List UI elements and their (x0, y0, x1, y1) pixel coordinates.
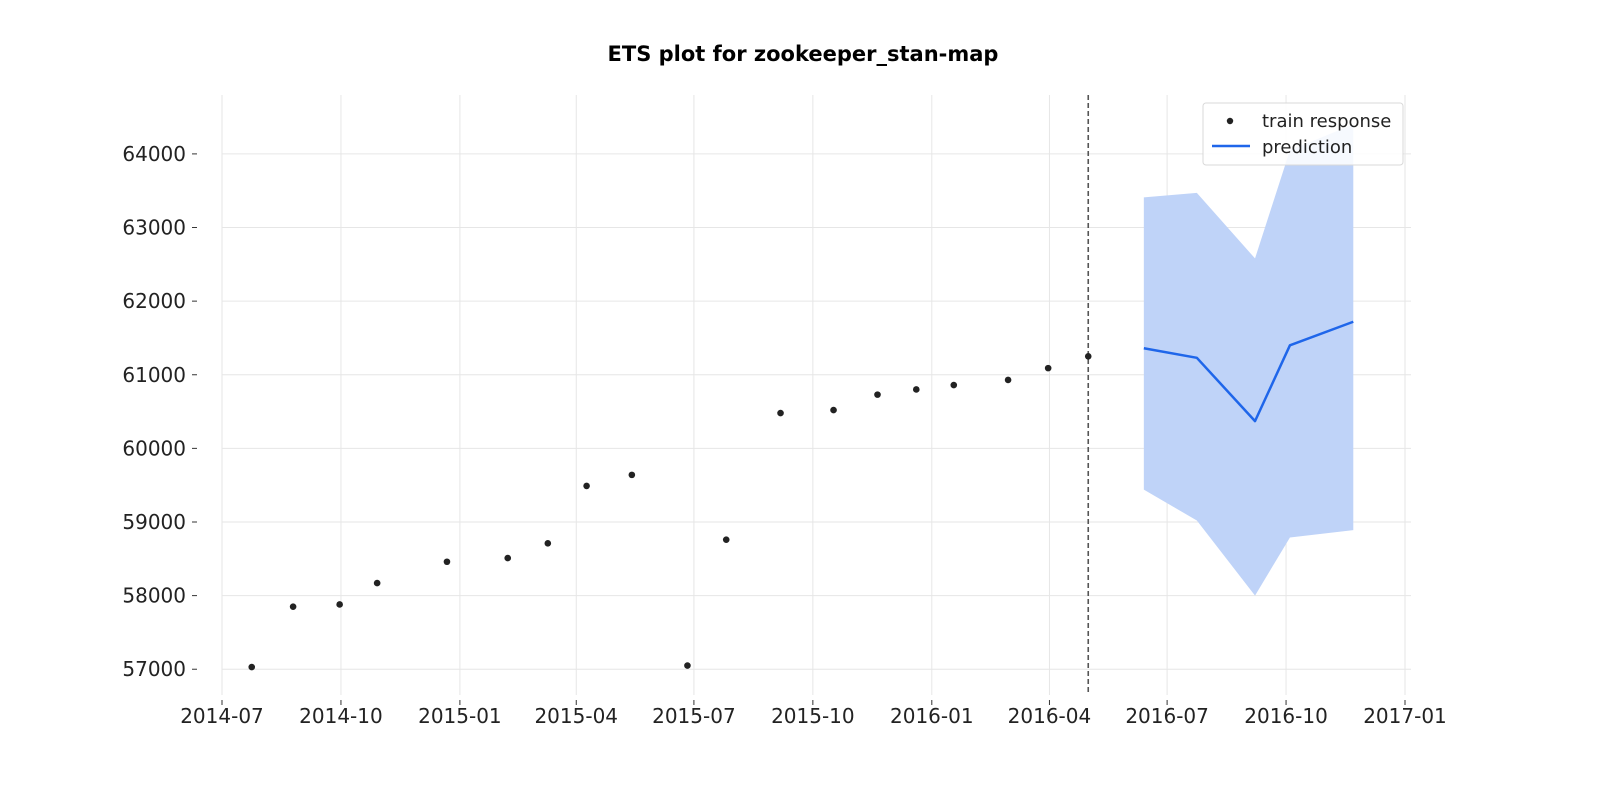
x-tick-label: 2014-10 (299, 704, 383, 728)
x-tick-label: 2015-10 (771, 704, 855, 728)
train-points-layer (248, 353, 1092, 671)
train-response-point (583, 482, 590, 490)
y-tick-label: 62000 (122, 289, 186, 313)
x-tick-label: 2017-01 (1363, 704, 1447, 728)
legend: train response prediction (1202, 102, 1404, 166)
train-response-point (289, 603, 297, 610)
y-tick-label: 64000 (122, 142, 186, 166)
legend-prediction-label: prediction (1262, 137, 1352, 158)
y-tick-label: 63000 (122, 216, 186, 240)
train-response-point (443, 558, 451, 566)
y-tick-label: 61000 (122, 363, 186, 387)
x-axis: 2014-07 2014-10 2015-01 2015-04 2015-07 2015-… (180, 700, 1447, 728)
x-tick-label: 2016-10 (1244, 704, 1328, 728)
train-response-point (874, 391, 881, 398)
x-tick-label: 2016-01 (890, 704, 974, 728)
y-tick-label: 58000 (122, 584, 186, 608)
legend-train-label: train response (1262, 111, 1391, 132)
y-tick-label: 60000 (122, 436, 186, 460)
train-response-point (684, 662, 691, 669)
x-tick-label: 2015-04 (534, 704, 618, 728)
train-response-point (830, 406, 837, 414)
train-response-point (336, 601, 343, 608)
prediction-line-layer (1143, 320, 1354, 423)
x-tick-label: 2016-07 (1125, 704, 1209, 728)
prediction-line (1143, 320, 1354, 423)
train-response-point (373, 579, 381, 587)
x-tick-label: 2015-01 (418, 704, 502, 728)
x-tick-label: 2014-07 (180, 704, 264, 728)
legend-train-marker (1226, 117, 1234, 125)
prediction-interval-layer (1143, 124, 1354, 596)
train-response-point (628, 471, 636, 479)
train-response-point (504, 554, 512, 562)
train-response-point (544, 540, 552, 547)
train-response-point (1084, 353, 1092, 360)
train-response-point (950, 381, 958, 389)
train-response-point (777, 409, 784, 417)
x-tick-label: 2015-07 (652, 704, 736, 728)
train-response-point (1004, 376, 1012, 384)
train-response-point (1044, 364, 1052, 372)
train-response-point (248, 663, 256, 671)
x-tick-label: 2016-04 (1008, 704, 1092, 728)
prediction-interval-band (1143, 124, 1354, 596)
y-axis: 57000 58000 59000 60000 61000 62000 63000 64000 (122, 142, 197, 681)
y-tick-label: 57000 (122, 657, 186, 681)
train-response-point (722, 536, 730, 543)
legend-box (1202, 102, 1404, 166)
y-tick-label: 59000 (122, 510, 186, 534)
train-response-point (912, 386, 920, 393)
chart-title: ETS plot for zookeeper_stan-map (608, 42, 999, 66)
